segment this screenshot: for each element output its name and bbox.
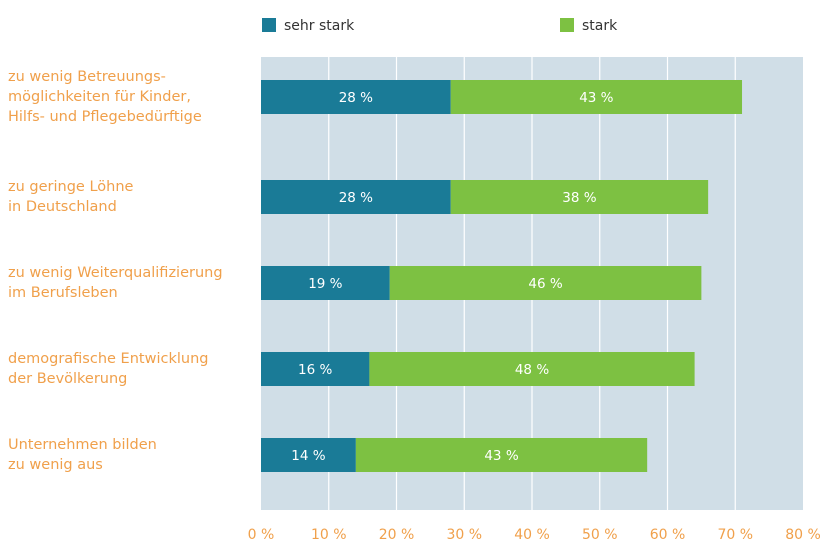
legend-label: sehr stark (284, 18, 355, 34)
value-label: 48 % (515, 362, 549, 378)
value-label: 46 % (528, 276, 562, 292)
value-label: 19 % (308, 276, 342, 292)
category-label: zu wenig Betreuungs- (8, 69, 166, 85)
category-label: zu wenig aus (8, 457, 103, 473)
bar-segment (450, 180, 709, 214)
category-label: zu wenig Weiterqualifizierung (8, 265, 223, 281)
category-label: Hilfs- und Pflegebedürftige (8, 109, 202, 125)
bar-segment (389, 266, 702, 300)
legend-swatch (262, 18, 276, 32)
x-tick-label: 20 % (379, 527, 415, 543)
value-label: 43 % (579, 90, 613, 106)
value-label: 28 % (339, 90, 373, 106)
bar-segment (261, 438, 356, 472)
x-tick-label: 70 % (717, 527, 753, 543)
value-label: 16 % (298, 362, 332, 378)
value-label: 43 % (484, 448, 518, 464)
value-label: 14 % (291, 448, 325, 464)
category-label: in Deutschland (8, 199, 117, 215)
bar-segment (261, 80, 451, 114)
bar-segment (261, 266, 390, 300)
legend-label: stark (582, 18, 618, 34)
legend-swatch (560, 18, 574, 32)
category-label: im Berufsleben (8, 285, 118, 301)
x-tick-label: 80 % (785, 527, 821, 543)
x-tick-label: 60 % (650, 527, 686, 543)
value-label: 38 % (562, 190, 596, 206)
x-tick-label: 0 % (248, 527, 275, 543)
category-label: möglichkeiten für Kinder, (8, 89, 191, 105)
bar-segment (450, 80, 743, 114)
bar-segment (355, 438, 648, 472)
category-label: demografische Entwicklung (8, 351, 208, 367)
category-label: Unternehmen bilden (8, 437, 157, 453)
bar-segment (369, 352, 695, 386)
bar-segment (261, 180, 451, 214)
x-tick-label: 50 % (582, 527, 618, 543)
category-label: zu geringe Löhne (8, 179, 134, 195)
value-label: 28 % (339, 190, 373, 206)
category-label: der Bevölkerung (8, 371, 127, 387)
x-tick-label: 30 % (446, 527, 482, 543)
x-tick-label: 10 % (311, 527, 347, 543)
x-tick-label: 40 % (514, 527, 550, 543)
bar-segment (261, 352, 370, 386)
